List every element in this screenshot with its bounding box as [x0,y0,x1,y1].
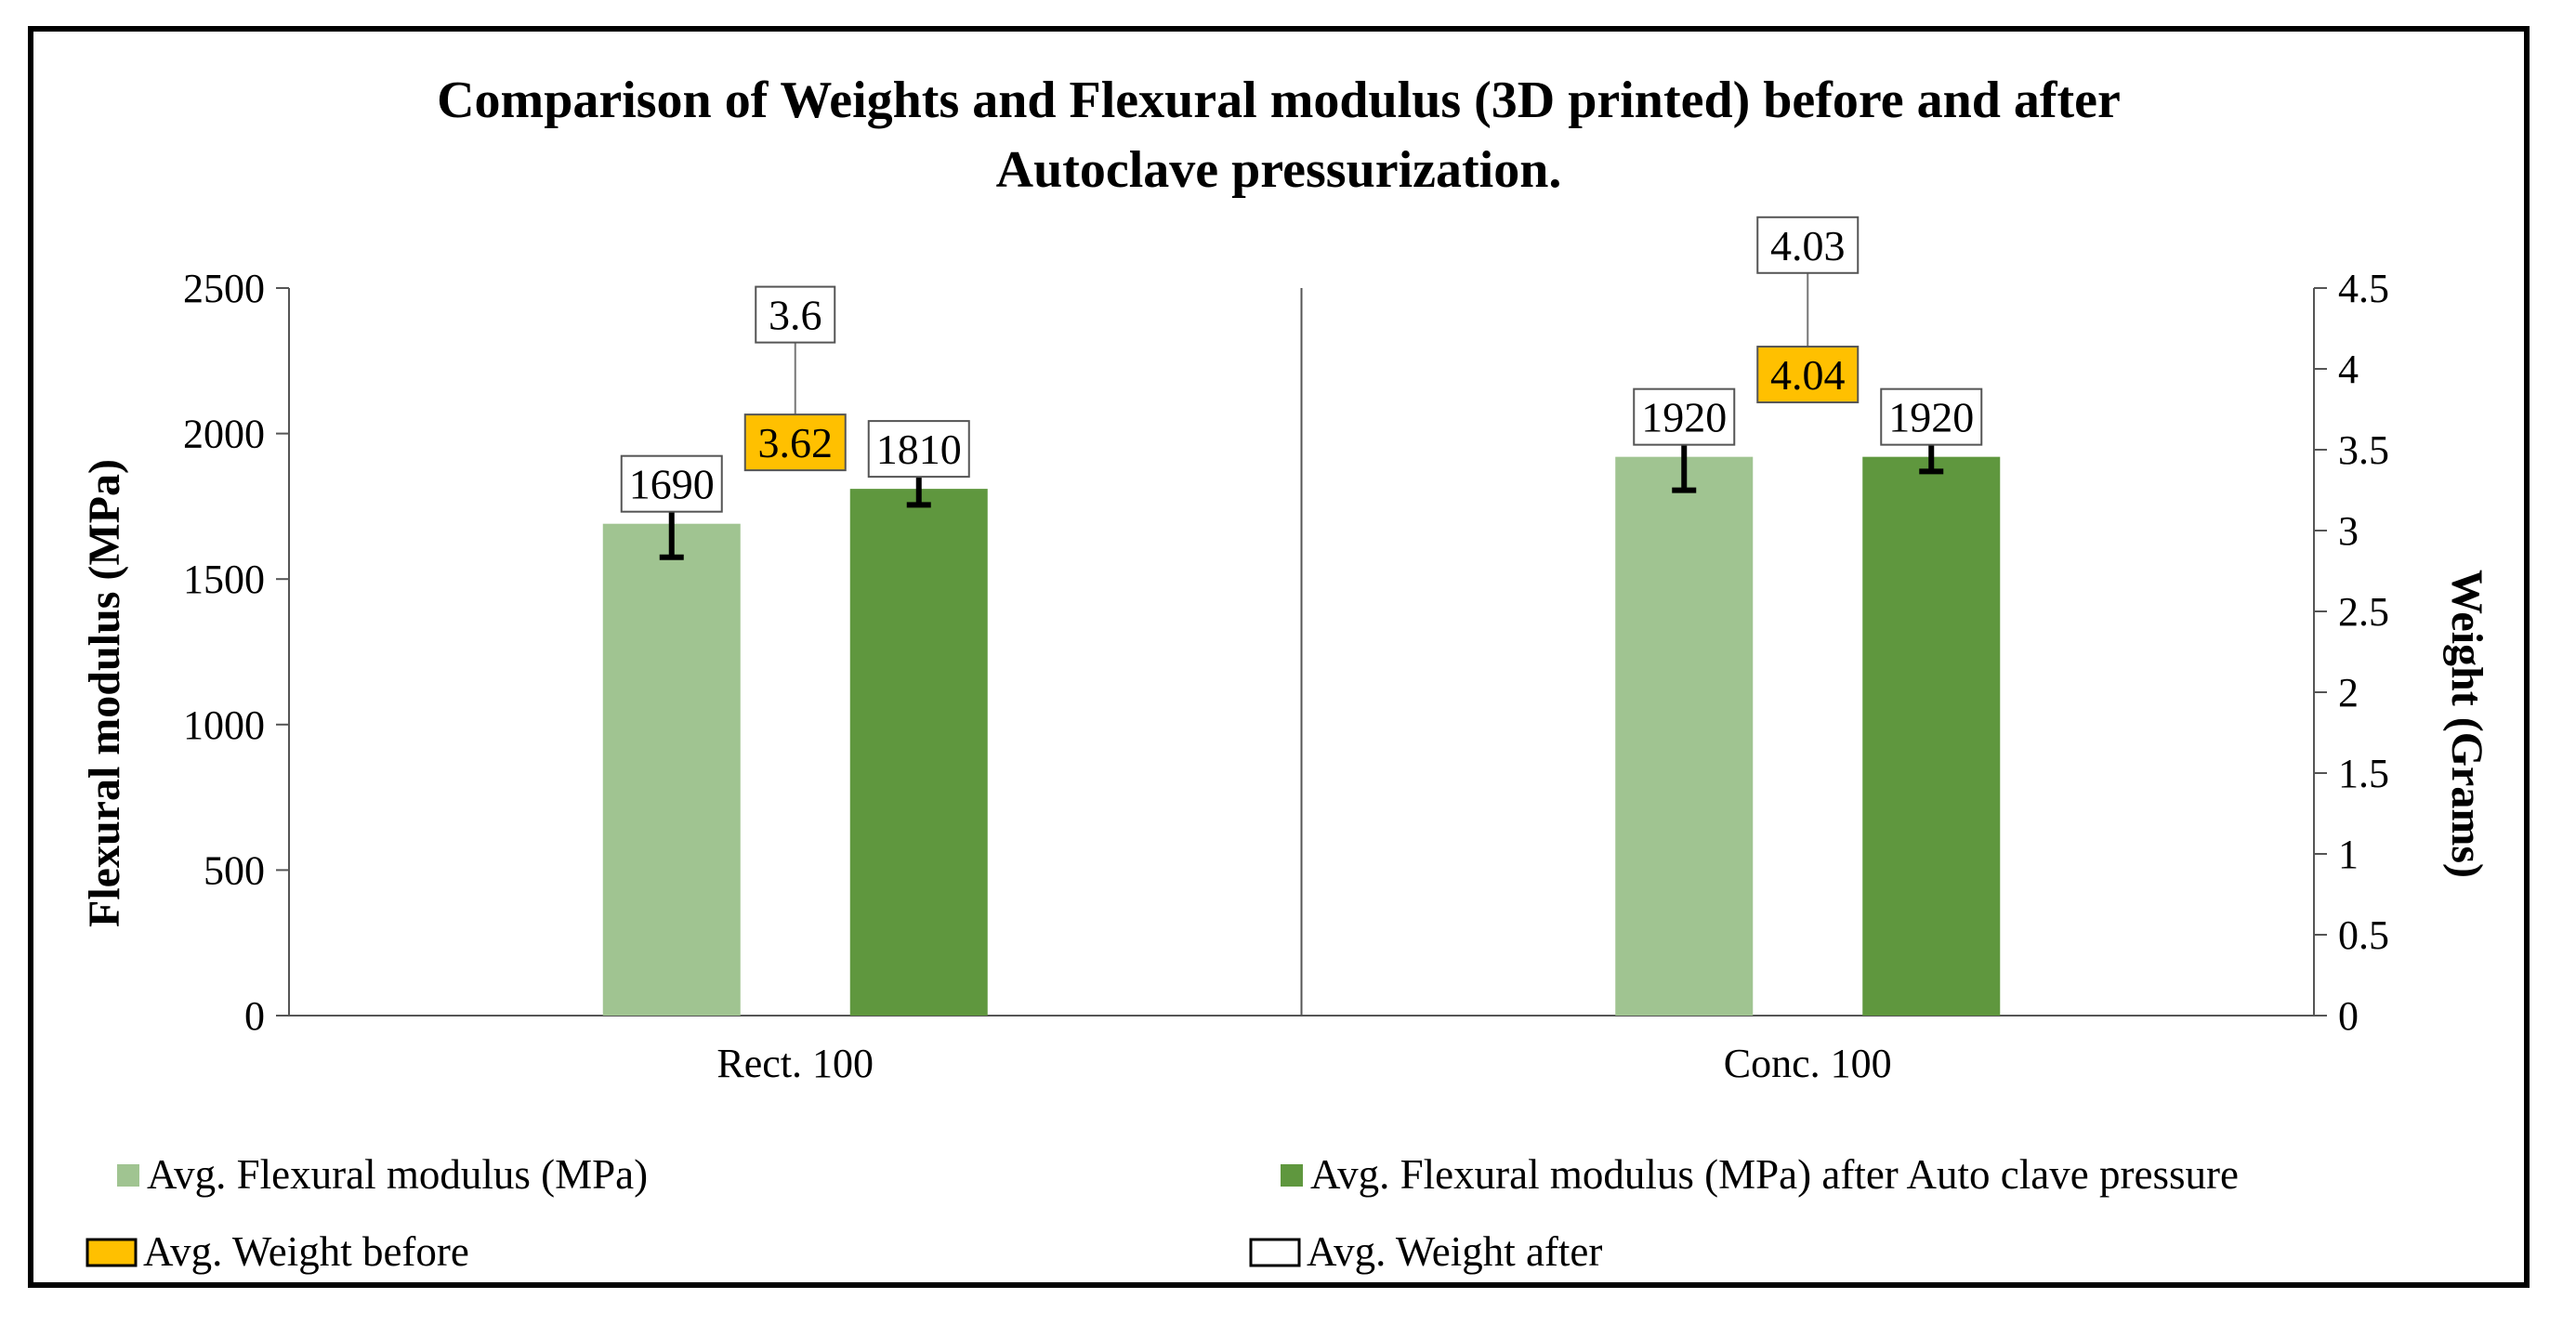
data-label-weight-after: 4.03 [1770,222,1846,269]
data-label-modulus-after: 1810 [876,426,962,473]
plot-area: 0 500 1000 1500 2000 2500 0 0.5 1 1.5 2 2.5 3 3.5 4 4.5… [183,216,2389,1086]
bar-modulus-after [1862,456,2001,1016]
data-label-modulus-before: 1690 [629,461,715,508]
chart-svg: Comparison of Weights and Flexural modul… [80,72,2491,1275]
y-tick-label: 500 [204,847,265,893]
chart-title-line1: Comparison of Weights and Flexural modul… [437,72,2121,129]
y-axis-title: Flexural modulus (MPa) [80,459,129,927]
y-tick-label: 1000 [183,702,265,748]
y2-tick-label: 2 [2338,670,2359,715]
data-label-weight-before: 4.04 [1770,351,1846,399]
data-label-weight-before-box [743,413,847,472]
legend-swatch-2 [85,1238,138,1267]
y2-axis-title: Weight (Grams) [2442,570,2491,878]
y2-tick-label: 2.5 [2338,589,2389,635]
y-tick-label: 0 [244,993,265,1039]
legend-label-3: Avg. Weight after [1307,1228,1602,1275]
legend: Avg. Flexural modulus (MPa) Avg. Flexural… [85,1151,2239,1275]
y2-tick-label: 4.5 [2338,266,2389,311]
bar-modulus-before [602,523,741,1016]
y2-tick-label: 3 [2338,508,2359,554]
legend-swatch-0 [117,1164,139,1187]
data-label-modulus-before-box [1633,387,1736,446]
data-label-weight-after-box [755,285,836,344]
x-tick-label: Rect. 100 [716,1041,874,1086]
data-label-weight-after: 3.6 [769,292,822,339]
data-label-modulus-after-box [1880,387,1983,446]
bar-modulus-after [849,489,988,1016]
chart-frame: Comparison of Weights and Flexural modul… [28,26,2530,1288]
data-label-modulus-before: 1920 [1641,394,1727,441]
bar-modulus-before [1615,456,1754,1016]
legend-label-0: Avg. Flexural modulus (MPa) [147,1151,648,1198]
y-tick-label: 1500 [183,557,265,602]
data-label-weight-after-box [1756,216,1860,274]
y2-tick-label: 4 [2338,347,2359,392]
y2-tick-label: 1.5 [2338,751,2389,796]
y2-tick-label: 0 [2338,993,2359,1039]
chart-title-line2: Autoclave pressurization. [996,141,1562,199]
y-tick-label: 2500 [183,266,265,311]
data-label-weight-before: 3.62 [758,419,834,466]
legend-swatch-1 [1281,1164,1303,1187]
data-label-weight-before-box [1756,346,1860,404]
y-tick-label: 2000 [183,412,265,457]
data-label-modulus-before-box [620,454,723,513]
data-label-modulus-after: 1920 [1888,394,1974,441]
legend-label-2: Avg. Weight before [143,1228,469,1275]
data-label-modulus-after-box [867,420,970,479]
y2-tick-label: 3.5 [2338,427,2389,473]
legend-swatch-3 [1249,1238,1301,1267]
x-tick-label: Conc. 100 [1724,1041,1892,1086]
y2-tick-label: 1 [2338,832,2359,877]
y2-tick-label: 0.5 [2338,912,2389,958]
legend-label-1: Avg. Flexural modulus (MPa) after Auto c… [1310,1151,2239,1198]
